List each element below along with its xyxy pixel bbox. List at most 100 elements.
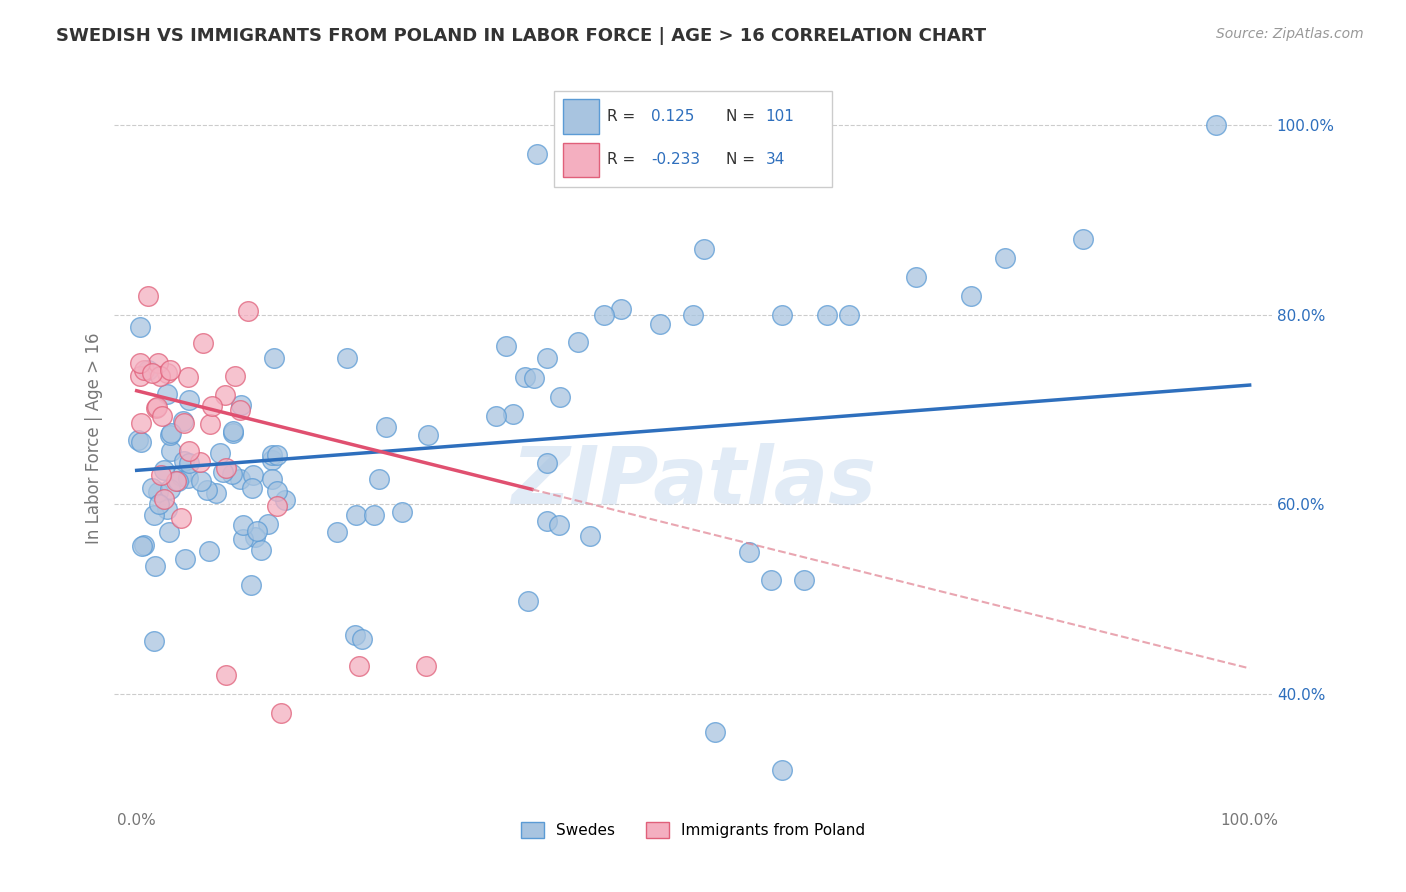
Point [759, 574, 782, 588]
Point [548, 390, 571, 404]
Point [170, 511, 193, 525]
Point [770, 763, 793, 777]
Point [215, 668, 238, 682]
Point [143, 559, 166, 574]
Point [904, 270, 927, 285]
Point [415, 658, 437, 673]
Point [159, 363, 181, 377]
Point [513, 370, 536, 384]
Point [229, 398, 252, 412]
Point [208, 445, 231, 459]
Point [232, 533, 254, 547]
Point [374, 419, 396, 434]
Point [793, 574, 815, 588]
Point [188, 455, 211, 469]
Point [567, 335, 589, 350]
Point [159, 427, 181, 442]
Point [211, 465, 233, 479]
Point [232, 518, 254, 533]
Point [160, 426, 183, 441]
Point [149, 368, 172, 383]
Point [418, 427, 440, 442]
Point [165, 475, 187, 489]
Point [222, 425, 245, 440]
Point [222, 424, 245, 438]
Point [260, 472, 283, 486]
Point [704, 725, 727, 739]
Point [344, 508, 367, 523]
Point [578, 529, 600, 543]
Point [363, 508, 385, 522]
Point [238, 303, 260, 318]
Point [260, 453, 283, 467]
Point [136, 363, 159, 377]
Point [141, 481, 163, 495]
Point [142, 634, 165, 648]
Point [960, 289, 983, 303]
Point [128, 356, 150, 370]
Point [146, 356, 169, 370]
Point [149, 467, 172, 482]
Point [150, 409, 173, 423]
Point [274, 493, 297, 508]
Point [536, 351, 558, 365]
Point [693, 242, 716, 256]
Text: Source: ZipAtlas.com: Source: ZipAtlas.com [1216, 27, 1364, 41]
Point [195, 483, 218, 497]
Point [152, 463, 174, 477]
Point [148, 497, 170, 511]
Point [167, 474, 190, 488]
Point [129, 320, 152, 334]
Point [127, 433, 149, 447]
Point [242, 468, 264, 483]
Point [242, 482, 264, 496]
Point [177, 456, 200, 470]
Point [170, 469, 193, 483]
Point [502, 407, 524, 421]
Point [526, 146, 548, 161]
Point [349, 658, 371, 673]
Point [131, 434, 153, 449]
Point [156, 502, 179, 516]
Point [159, 482, 181, 496]
Point [172, 414, 194, 428]
Point [536, 457, 558, 471]
Point [214, 388, 236, 402]
Text: SWEDISH VS IMMIGRANTS FROM POLAND IN LABOR FORCE | AGE > 16 CORRELATION CHART: SWEDISH VS IMMIGRANTS FROM POLAND IN LAB… [56, 27, 987, 45]
Point [229, 472, 252, 486]
Point [815, 308, 838, 322]
Point [173, 454, 195, 468]
Point [325, 524, 347, 539]
Point [495, 339, 517, 353]
Text: ZIPatlas: ZIPatlas [510, 443, 876, 522]
Point [153, 491, 176, 506]
Point [262, 448, 284, 462]
Point [156, 387, 179, 401]
Point [215, 461, 238, 475]
Point [391, 505, 413, 519]
Point [246, 524, 269, 538]
Point [368, 472, 391, 486]
Point [738, 545, 761, 559]
Point [136, 289, 159, 303]
Point [352, 632, 374, 646]
Point [145, 401, 167, 416]
Point [146, 401, 169, 415]
Point [548, 518, 571, 533]
Point [173, 417, 195, 431]
Point [176, 370, 198, 384]
Point [141, 367, 163, 381]
Point [200, 417, 222, 431]
Point [344, 628, 367, 642]
Point [1071, 232, 1094, 246]
Point [770, 308, 793, 322]
Point [243, 530, 266, 544]
Point [177, 470, 200, 484]
Point [485, 409, 508, 423]
Point [190, 475, 212, 489]
Point [129, 417, 152, 431]
Point [177, 444, 200, 458]
Point [142, 508, 165, 522]
Point [129, 369, 152, 384]
Point [336, 351, 359, 366]
